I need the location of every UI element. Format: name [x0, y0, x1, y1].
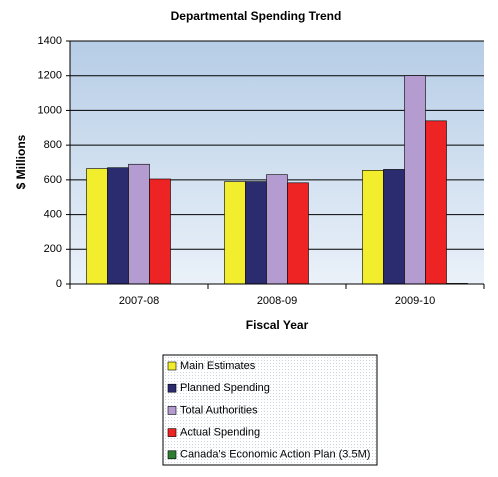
y-tick-label: 1000: [38, 104, 62, 116]
bar: [224, 181, 246, 285]
bar: [383, 169, 405, 285]
legend: [162, 354, 378, 466]
legend-swatch: [167, 361, 177, 371]
bar: [107, 167, 129, 285]
legend-swatch: [167, 450, 177, 460]
y-axis-label: $ Millions: [14, 134, 28, 189]
legend-swatch: [167, 383, 177, 393]
bar: [362, 170, 384, 285]
bar: [128, 163, 150, 285]
y-tick-label: 400: [44, 208, 62, 220]
legend-swatch: [167, 406, 177, 415]
bar: [404, 75, 426, 285]
y-tick-label: 200: [44, 243, 62, 255]
bar: [266, 174, 288, 285]
legend-swatch: [167, 428, 177, 437]
x-axis-label: Fiscal Year: [246, 318, 309, 332]
y-tick-label: 1400: [38, 35, 62, 47]
x-tick-label: 2008-09: [257, 295, 297, 307]
legend-label: Actual Spending: [180, 427, 260, 439]
bar: [287, 182, 309, 285]
legend-label: Canada's Economic Action Plan (3.5M): [180, 449, 370, 461]
bar: [86, 168, 108, 285]
y-tick-label: 0: [56, 278, 62, 290]
y-tick-label: 600: [44, 174, 62, 186]
legend-label: Main Estimates: [180, 360, 256, 372]
legend-label: Total Authorities: [180, 404, 258, 416]
x-tick-label: 2009-10: [395, 295, 435, 307]
x-tick-label: 2007-08: [119, 295, 159, 307]
bar: [245, 181, 267, 285]
chart-title: Departmental Spending Trend: [171, 9, 342, 23]
legend-label: Planned Spending: [180, 382, 270, 394]
y-tick-label: 1200: [38, 70, 62, 82]
y-tick-label: 800: [44, 139, 62, 151]
bar: [425, 120, 447, 285]
bar: [149, 178, 171, 285]
